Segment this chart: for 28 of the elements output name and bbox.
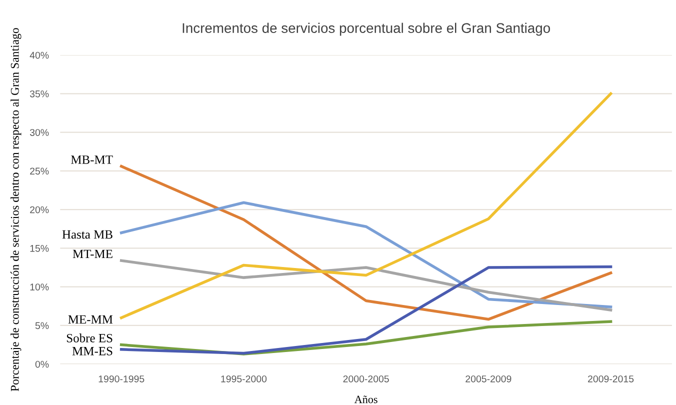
x-tick-label: 2009-2015 [588,375,634,382]
x-tick-label: 2005-2009 [466,375,512,382]
y-tick-label: 5% [35,322,49,330]
series-label: MB-MT [71,156,113,164]
x-axis-title: Años [354,396,378,404]
series-label: ME-MM [68,315,113,324]
y-tick-label: 20% [30,206,49,214]
chart-title: Incrementos de servicios porcentual sobre el Gran Santiago [182,22,550,36]
series-label: MM-ES [72,346,112,356]
series-label: Sobre ES [66,334,112,342]
x-tick-label: 1990-1995 [98,375,144,382]
line-series [120,201,612,308]
y-tick-label: 35% [30,90,49,98]
y-axis-title: Porcentaje de construcción de servicios dentro con respecto al Gran Santiago [10,28,22,392]
y-tick-label: 15% [30,244,49,252]
line-series [120,265,612,355]
y-tick-label: 40% [30,52,49,59]
y-tick-label: 25% [30,168,49,175]
x-tick-label: 1995-2000 [221,375,267,382]
line-series [120,164,612,321]
x-tick-label: 2000-2005 [343,375,389,382]
y-tick-label: 10% [30,284,49,290]
series-label: Hasta MB [62,230,112,239]
line-series [120,259,612,312]
y-tick-label: 30% [30,129,49,136]
y-tick-label: 0% [35,360,49,368]
series-label: MT-ME [72,250,112,258]
line-series [120,92,612,320]
